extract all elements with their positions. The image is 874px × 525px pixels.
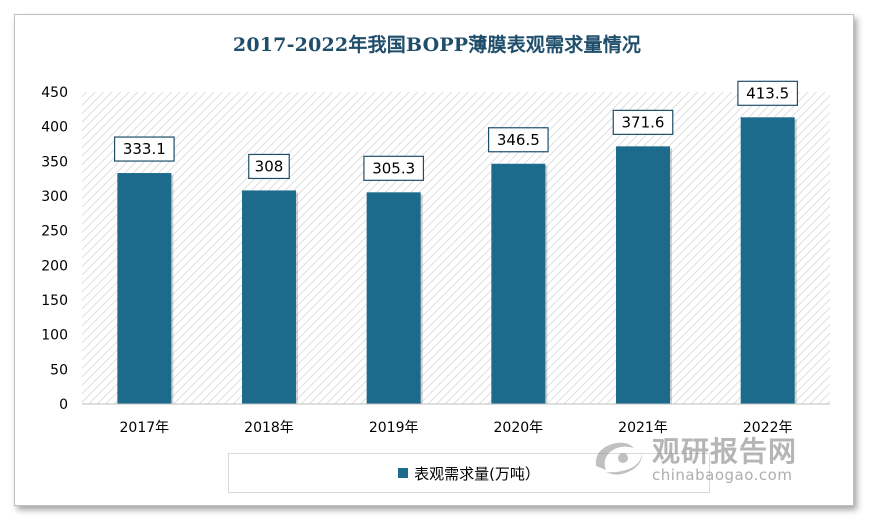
x-tick-label: 2018年 — [244, 420, 294, 436]
bar — [616, 146, 670, 404]
bars — [117, 117, 797, 404]
bar — [740, 117, 795, 404]
bar — [491, 163, 546, 404]
bar — [117, 173, 172, 404]
legend-swatch — [398, 468, 409, 478]
watermark-name: 观研报告网 — [652, 435, 798, 468]
data-label-box — [612, 109, 674, 135]
watermark: 观研报告网 chinabaogao.com — [590, 430, 830, 490]
data-label: 371.6 — [622, 113, 665, 131]
chart-title: 2017-2022年我国BOPP薄膜表观需求量情况 — [232, 34, 642, 56]
data-label: 333.1 — [123, 140, 166, 158]
y-tick-label: 350 — [41, 154, 68, 170]
data-label: 346.5 — [497, 131, 540, 149]
bar — [242, 190, 296, 404]
y-tick-label: 400 — [41, 120, 68, 136]
x-tick-label: 2020年 — [494, 420, 544, 436]
y-tick-label: 50 — [50, 362, 68, 378]
y-tick-label: 150 — [41, 293, 68, 309]
data-label-box — [363, 155, 425, 181]
y-tick-label: 100 — [41, 328, 68, 344]
data-label: 308 — [255, 157, 284, 175]
data-label-box — [113, 136, 175, 162]
x-tick-label: 2019年 — [369, 420, 419, 436]
y-axis: 0 50 100 150 200 250 300 350 400 450 — [41, 85, 68, 413]
watermark-url: chinabaogao.com — [652, 466, 793, 484]
legend: 表观需求量(万吨） — [228, 453, 710, 493]
data-label-box — [487, 127, 549, 153]
y-tick-label: 300 — [41, 189, 68, 205]
plot-area-background — [82, 92, 830, 404]
y-tick-label: 450 — [41, 85, 68, 101]
data-label: 305.3 — [372, 159, 415, 177]
y-tick-label: 250 — [41, 224, 68, 240]
y-tick-label: 200 — [41, 258, 68, 274]
data-labels: 333.1 308 305.3 346.5 371.6 413.5 — [113, 80, 799, 181]
legend-label: 表观需求量(万吨） — [414, 464, 540, 483]
x-tick-label: 2021年 — [618, 420, 668, 436]
data-label: 413.5 — [746, 84, 789, 102]
x-tick-label: 2022年 — [743, 420, 793, 436]
y-tick-label: 0 — [59, 397, 68, 413]
watermark-logo-icon — [595, 442, 642, 475]
bar — [366, 192, 421, 404]
x-tick-label: 2017年 — [120, 420, 170, 436]
data-label-box — [248, 153, 290, 180]
x-axis: 2017年 2018年 2019年 2020年 2021年 2022年 — [120, 420, 793, 436]
data-label-box — [737, 80, 799, 106]
